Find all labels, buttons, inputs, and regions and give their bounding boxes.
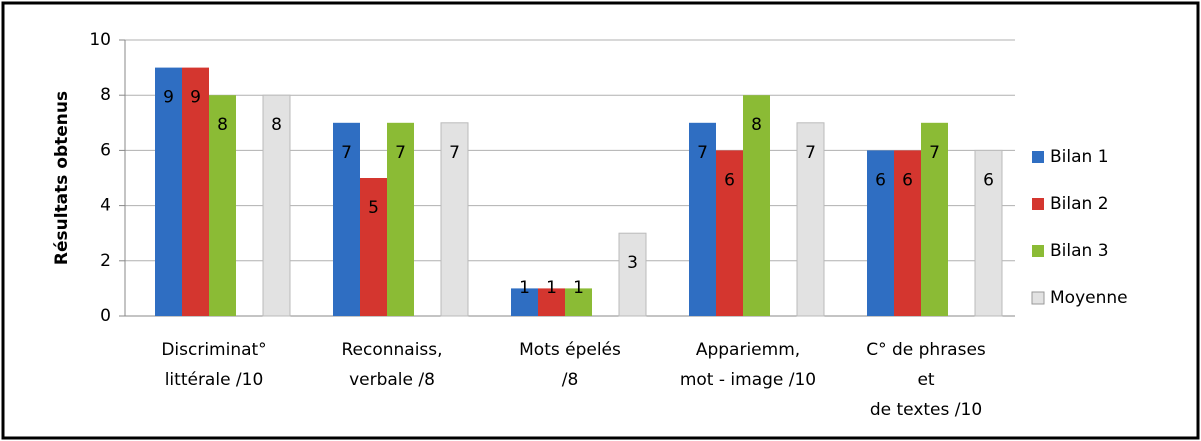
legend-label: Bilan 2 [1050,194,1109,214]
y-tick-label: 8 [100,85,111,105]
bar [867,150,894,316]
data-label: 9 [163,88,174,108]
y-tick-label: 10 [89,30,111,50]
bar [538,288,565,316]
data-label: 6 [983,170,994,190]
bar [743,95,770,316]
x-tick-label: Appariemm, [696,340,800,360]
bar [689,122,716,316]
legend-label: Moyenne [1050,288,1128,308]
data-label: 8 [751,115,762,135]
legend-swatch [1031,291,1045,305]
bar [440,122,469,317]
bar [155,67,182,316]
data-label: 7 [395,143,406,163]
bar [565,288,592,316]
legend-swatch [1032,198,1044,210]
bar [618,232,647,317]
x-tick-label: Mots épelés [519,340,621,360]
legend-label: Bilan 1 [1050,147,1109,167]
data-label: 8 [271,115,282,135]
data-label: 7 [341,143,352,163]
data-label: 1 [546,278,557,298]
x-tick-label: mot - image /10 [680,370,816,390]
data-label: 7 [697,143,708,163]
bar [360,178,387,316]
data-label: 1 [573,278,584,298]
x-tick-label: Reconnaiss, [341,340,442,360]
data-label: 7 [805,143,816,163]
bar [796,122,825,317]
y-tick-label: 6 [100,140,111,160]
data-label: 6 [724,170,735,190]
x-tick-label: /8 [562,370,579,390]
bar [333,122,360,316]
legend-label: Bilan 3 [1050,241,1109,261]
data-label: 5 [368,198,379,218]
x-tick-label: verbale /8 [349,370,435,390]
bar [921,122,948,316]
data-label: 6 [875,170,886,190]
data-label: 8 [217,115,228,135]
bar [974,149,1003,317]
x-tick-label: littérale /10 [165,370,264,390]
y-tick-label: 2 [100,251,111,271]
x-tick-label: de textes /10 [870,400,982,420]
y-axis-label: Résultats obtenus [52,91,72,265]
x-tick-label: Discriminat° [161,340,266,360]
data-label: 7 [449,143,460,163]
data-label: 6 [902,170,913,190]
data-label: 1 [519,278,530,298]
bar [209,95,236,316]
bar [182,67,209,316]
bar [716,150,743,316]
y-tick-label: 0 [100,306,111,326]
bar [894,150,921,316]
data-label: 9 [190,88,201,108]
x-tick-label: et [917,370,934,390]
bar [387,122,414,316]
x-tick-label: C° de phrases [866,340,986,360]
y-tick-label: 4 [100,196,111,216]
data-label: 7 [929,143,940,163]
legend-swatch [1032,151,1044,163]
legend-swatch [1032,245,1044,257]
bar [511,288,538,316]
data-label: 3 [627,253,638,273]
bar [262,94,291,317]
